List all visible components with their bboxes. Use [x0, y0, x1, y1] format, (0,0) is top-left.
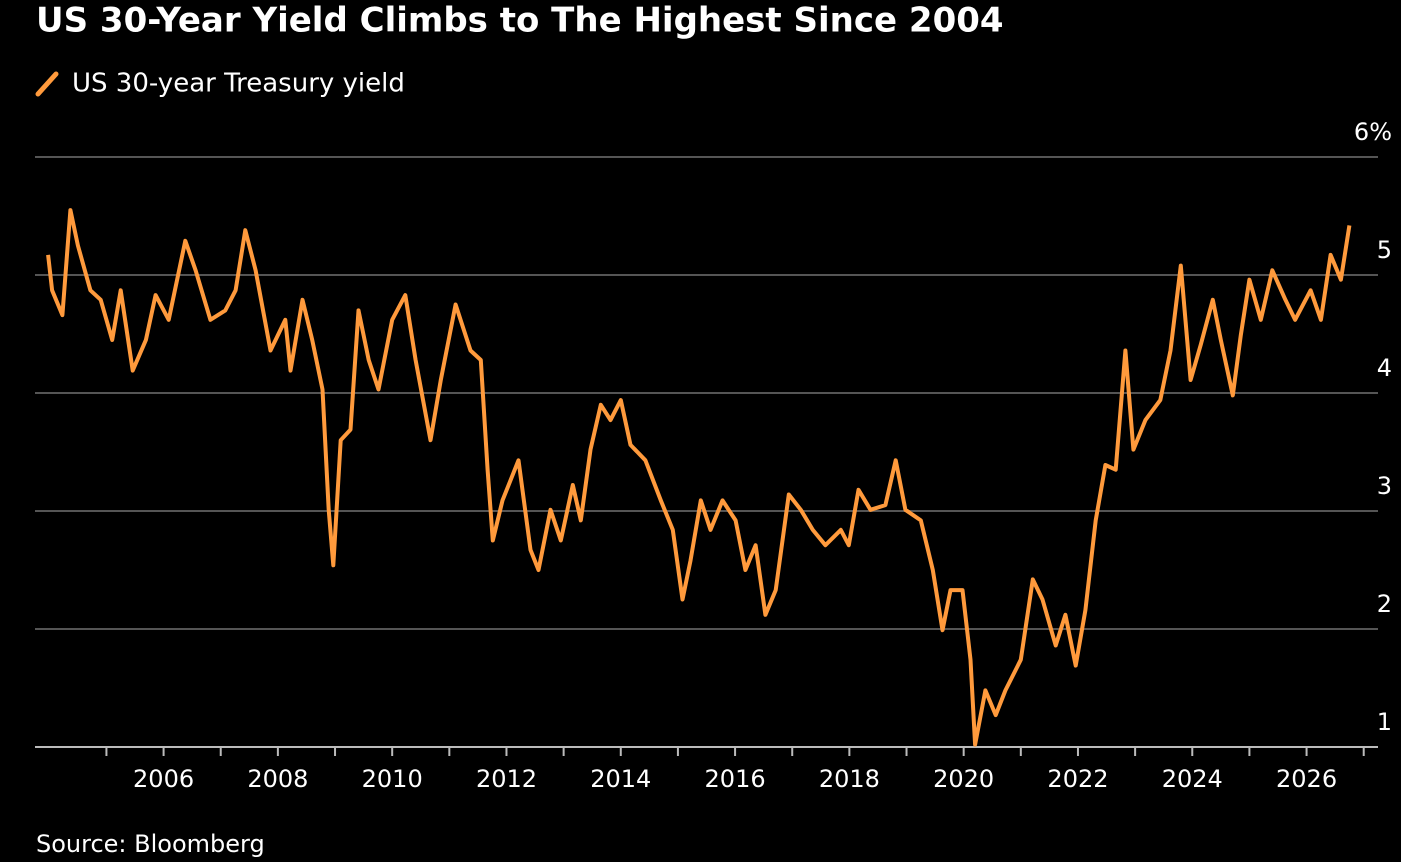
y-tick-label: 2 [1377, 590, 1392, 618]
source-note: Source: Bloomberg [36, 830, 265, 858]
x-tick-label: 2012 [476, 765, 537, 793]
legend-swatch [35, 71, 59, 97]
y-tick-label: 6% [1354, 118, 1392, 146]
x-tick-label: 2008 [247, 765, 308, 793]
y-tick-label: 1 [1377, 708, 1392, 736]
x-tick-label: 2016 [705, 765, 766, 793]
x-tick-label: 2014 [590, 765, 651, 793]
y-tick-label: 4 [1377, 354, 1392, 382]
x-tick-label: 2010 [362, 765, 423, 793]
x-tick-label: 2018 [819, 765, 880, 793]
x-tick-label: 2022 [1047, 765, 1108, 793]
legend-label: US 30-year Treasury yield [72, 69, 405, 99]
chart-title: US 30-Year Yield Climbs to The Highest S… [36, 1, 1004, 41]
x-tick-label: 2024 [1162, 765, 1223, 793]
y-tick-label: 5 [1377, 236, 1392, 264]
y-tick-label: 3 [1377, 472, 1392, 500]
x-tick-label: 2026 [1276, 765, 1337, 793]
yield-line [46, 208, 1352, 747]
x-tick-label: 2006 [133, 765, 194, 793]
x-tick-label: 2020 [933, 765, 994, 793]
